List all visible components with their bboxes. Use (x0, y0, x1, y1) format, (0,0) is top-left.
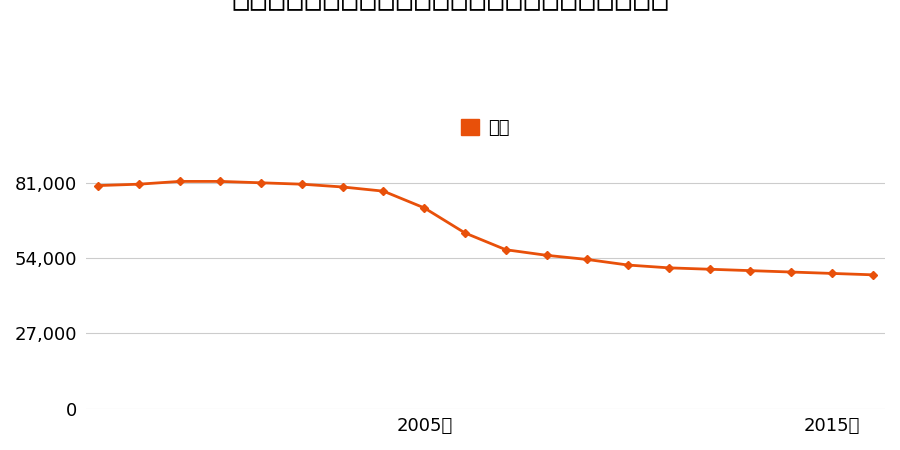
Legend: 価格: 価格 (454, 112, 517, 144)
Text: 大分県大分市大字羽田字横田５５１番７外の地価推移: 大分県大分市大字羽田字横田５５１番７外の地価推移 (231, 0, 669, 11)
